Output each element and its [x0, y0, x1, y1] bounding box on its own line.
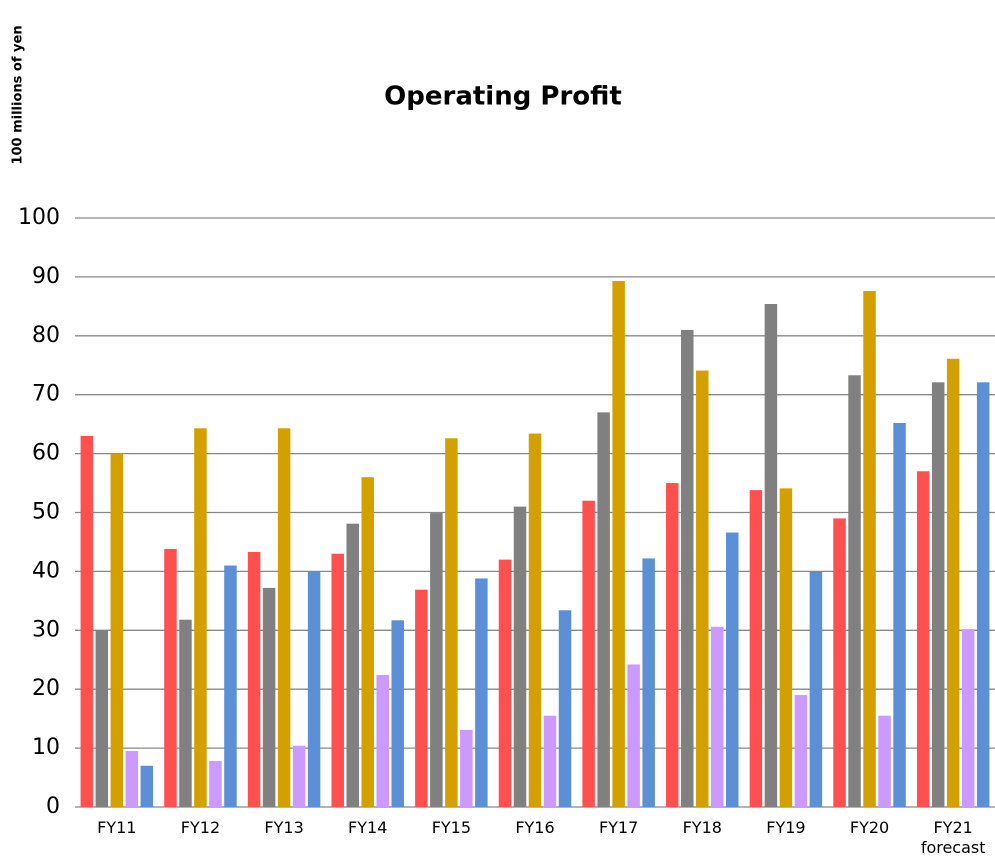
bar: [916, 471, 930, 807]
bar: [430, 513, 443, 807]
bar: [543, 715, 557, 807]
bar: [597, 412, 610, 807]
x-tick-label: FY21 forecast: [920, 818, 986, 856]
bar: [582, 500, 595, 807]
bar: [931, 382, 945, 807]
bar: [976, 382, 990, 807]
y-tick-label: 90: [32, 264, 60, 289]
y-tick-label: 10: [32, 735, 60, 760]
y-tick-label: 0: [46, 794, 60, 819]
x-tick-label: FY14: [348, 818, 388, 837]
bar: [331, 553, 344, 807]
bar: [209, 761, 222, 807]
x-tick-label: FY18: [682, 818, 722, 837]
y-tick-label: 40: [32, 558, 60, 583]
bar: [681, 329, 694, 807]
bar: [95, 630, 109, 807]
bar: [164, 549, 177, 807]
chart-title: Operating Profit: [384, 82, 622, 112]
bar: [194, 428, 207, 807]
y-tick-label: 70: [32, 382, 60, 407]
y-tick-label: 80: [32, 323, 60, 348]
bar: [262, 587, 276, 807]
x-tick-label: FY19: [766, 818, 806, 837]
x-tick-label: FY15: [431, 818, 472, 837]
bar: [475, 578, 488, 807]
bar: [292, 745, 306, 807]
bar: [513, 506, 527, 807]
bar: [445, 438, 458, 807]
bar: [711, 626, 724, 807]
bar: [833, 518, 846, 807]
bar: [612, 281, 625, 807]
bar: [863, 291, 876, 807]
bar: [779, 488, 793, 807]
bar: [726, 532, 739, 807]
bar: [878, 715, 891, 807]
bar: [391, 620, 404, 807]
y-tick-label: 60: [32, 441, 60, 466]
x-tick-label: FY17: [598, 818, 639, 837]
bar: [415, 589, 428, 807]
bar: [179, 619, 192, 807]
x-tick-label: FY13: [264, 818, 304, 837]
bar: [764, 303, 778, 807]
bar: [946, 358, 960, 807]
bar: [749, 490, 763, 807]
y-tick-label: 50: [32, 500, 60, 525]
bar: [794, 695, 808, 807]
bar: [277, 428, 291, 807]
x-tick-label: FY16: [515, 818, 555, 837]
bar: [125, 751, 139, 807]
bar: [361, 477, 374, 807]
bar: [666, 483, 679, 807]
bar: [848, 375, 861, 807]
bar: [558, 610, 572, 807]
bar: [376, 675, 389, 807]
bar: [307, 571, 321, 807]
bar: [346, 523, 359, 807]
bar: [460, 729, 473, 807]
y-axis-label: 100 millions of yen: [11, 25, 26, 164]
bar: [110, 453, 124, 807]
bar: [528, 433, 542, 807]
x-tick-label: FY20: [849, 818, 890, 837]
bar: [80, 435, 94, 807]
y-tick-label: 30: [32, 617, 60, 642]
bar: [140, 765, 154, 807]
x-tick-label: FY11: [97, 818, 137, 837]
bar: [498, 559, 512, 807]
bar: [627, 664, 640, 807]
x-tick-label: FY12: [180, 818, 221, 837]
bar: [642, 558, 655, 807]
bar: [893, 422, 906, 807]
bar: [696, 370, 709, 807]
y-tick-label: 20: [32, 676, 60, 701]
bar: [224, 565, 237, 807]
bar: [809, 571, 823, 807]
bar: [247, 551, 261, 807]
y-tick-label: 100: [18, 205, 60, 230]
bar: [961, 629, 975, 807]
